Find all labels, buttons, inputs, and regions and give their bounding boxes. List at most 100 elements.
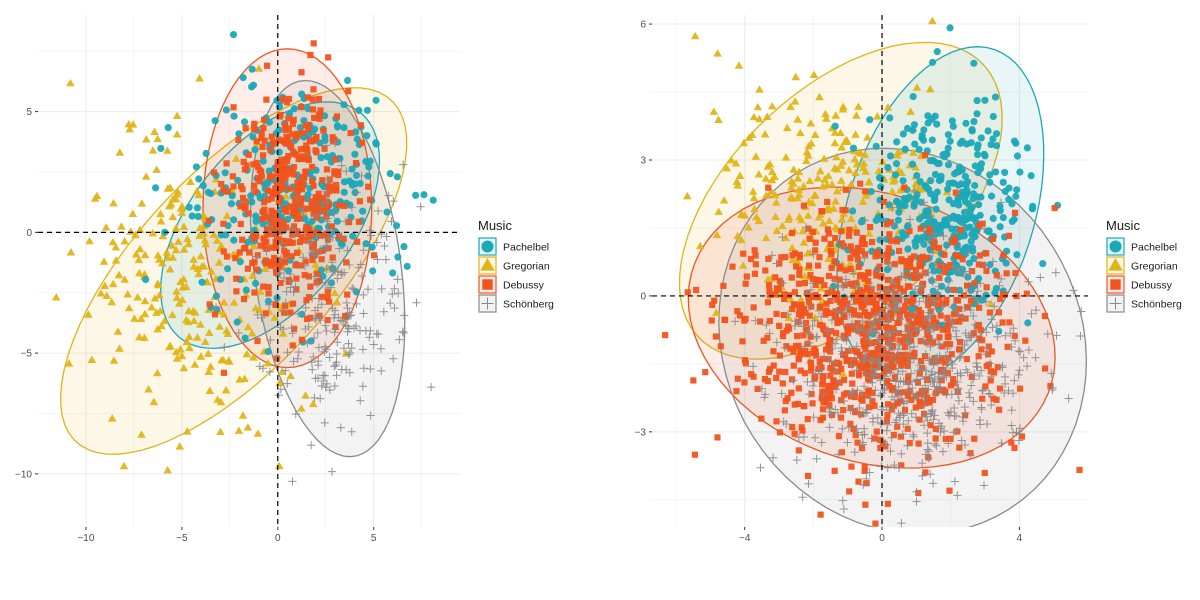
data-point <box>838 350 847 359</box>
data-point <box>776 429 784 436</box>
data-point <box>352 128 360 136</box>
data-point <box>149 397 159 406</box>
data-point <box>341 202 348 210</box>
data-point <box>264 297 273 305</box>
data-point <box>246 249 253 256</box>
data-point <box>275 236 282 243</box>
data-point <box>795 354 802 361</box>
data-point <box>950 286 958 293</box>
data-point <box>862 352 871 361</box>
data-point <box>925 301 932 309</box>
data-point <box>821 109 830 118</box>
data-point <box>364 172 372 180</box>
data-point <box>861 463 868 471</box>
data-point <box>304 131 313 139</box>
data-point <box>824 254 833 262</box>
data-point <box>857 272 864 279</box>
data-point <box>287 203 294 210</box>
data-point <box>977 366 986 375</box>
data-point <box>798 312 805 319</box>
data-point <box>884 316 893 325</box>
data-point <box>273 259 280 267</box>
x-tick-label: −10 <box>77 533 94 544</box>
data-point <box>320 347 329 356</box>
data-point <box>233 318 241 326</box>
data-point <box>825 382 832 390</box>
data-point <box>894 276 901 283</box>
data-point <box>894 423 901 430</box>
data-point <box>948 117 956 125</box>
data-point <box>975 304 983 311</box>
data-point <box>943 344 952 353</box>
data-point <box>913 234 921 242</box>
data-point <box>840 300 847 308</box>
data-point <box>794 185 803 193</box>
data-point <box>901 406 909 413</box>
data-point <box>136 314 146 323</box>
data-point <box>739 338 746 345</box>
data-point <box>841 282 848 289</box>
data-point <box>264 179 272 187</box>
data-point <box>872 253 879 260</box>
data-point <box>333 168 340 176</box>
data-point <box>954 194 962 202</box>
data-point <box>345 219 353 226</box>
data-point <box>257 242 264 249</box>
data-point <box>797 367 804 374</box>
data-point <box>954 384 963 393</box>
data-point <box>960 303 969 313</box>
data-point <box>891 374 899 381</box>
data-point <box>817 312 826 321</box>
legend-key-gregorian <box>1106 256 1125 275</box>
data-point <box>972 362 981 371</box>
data-point <box>834 281 843 290</box>
data-point <box>798 493 807 502</box>
data-point <box>900 288 907 295</box>
data-point <box>920 126 928 134</box>
data-point <box>362 157 370 166</box>
data-point <box>805 176 815 185</box>
data-point <box>819 388 826 395</box>
data-point <box>826 404 835 413</box>
data-point <box>828 251 835 258</box>
data-point <box>765 255 772 262</box>
data-point <box>894 463 904 472</box>
data-point <box>879 437 888 446</box>
data-point <box>845 310 854 319</box>
data-point <box>919 293 928 303</box>
data-point <box>327 183 334 190</box>
data-point <box>999 214 1007 222</box>
data-point <box>921 450 931 459</box>
data-point <box>967 333 976 342</box>
data-point <box>855 410 865 419</box>
data-point <box>999 178 1007 186</box>
data-point <box>875 213 883 221</box>
data-point <box>838 496 847 505</box>
data-point <box>761 233 771 242</box>
data-point <box>273 96 281 104</box>
data-point <box>895 289 905 299</box>
data-point <box>233 288 240 295</box>
data-point <box>343 327 352 336</box>
data-point <box>330 209 339 218</box>
data-point <box>866 404 873 411</box>
data-point <box>966 306 975 315</box>
data-point <box>355 218 362 225</box>
data-point <box>223 265 232 273</box>
data-point <box>865 270 872 277</box>
data-point <box>714 434 721 441</box>
data-point <box>1024 277 1033 286</box>
data-point <box>351 150 359 158</box>
data-point <box>885 331 894 340</box>
data-point <box>935 386 942 393</box>
data-point <box>957 436 966 445</box>
data-point <box>329 138 337 145</box>
data-point <box>257 313 266 322</box>
data-point <box>939 261 948 270</box>
left-scatter-panel: −10 −5 0 5−10−505 <box>15 15 460 544</box>
data-point <box>355 326 365 335</box>
data-point <box>179 245 189 253</box>
data-point <box>863 480 870 487</box>
data-point <box>381 255 391 264</box>
data-point <box>365 226 374 235</box>
